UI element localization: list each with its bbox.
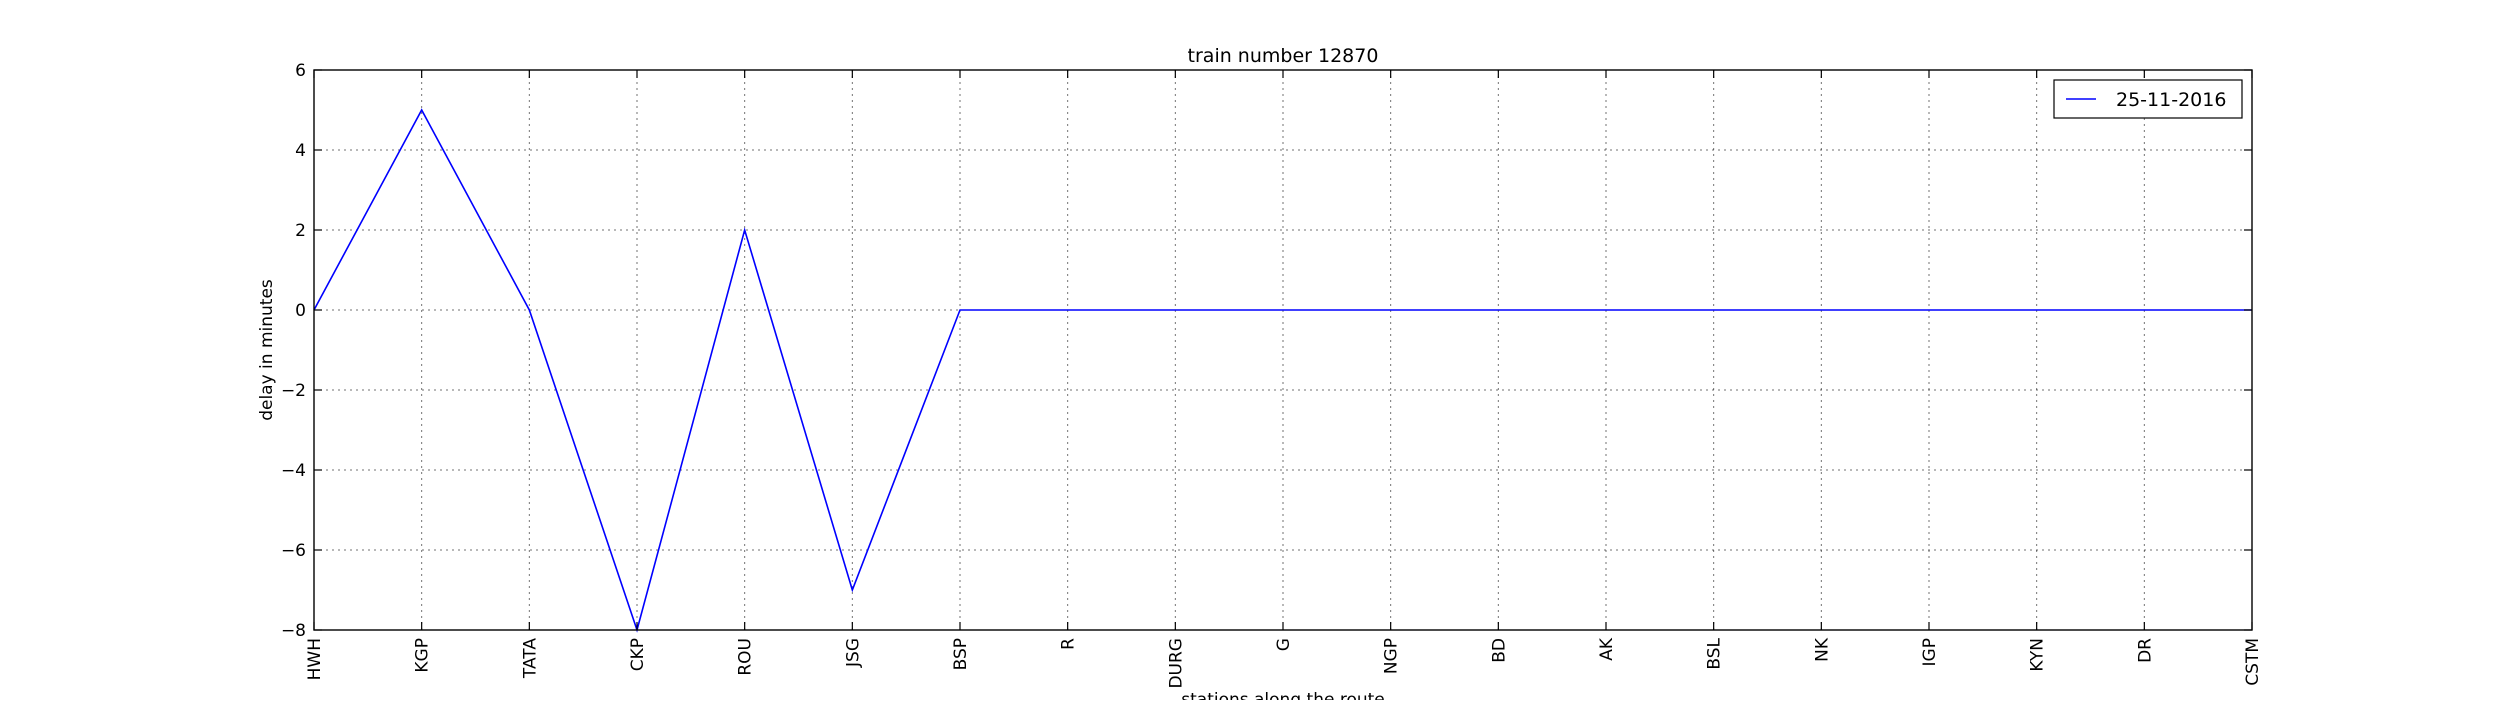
x-tick-label: IGP xyxy=(1920,638,1940,666)
legend: 25-11-2016 xyxy=(2054,80,2242,118)
x-tick-label: NK xyxy=(1812,637,1832,662)
x-tick-label: BD xyxy=(1489,638,1509,663)
x-tick-label: DR xyxy=(2135,638,2155,663)
x-tick-label: KGP xyxy=(413,638,433,673)
x-tick-label: G xyxy=(1274,638,1294,651)
x-tick-label: R xyxy=(1059,638,1079,650)
y-tick-label: −4 xyxy=(281,461,306,481)
x-axis-label: stations along the route xyxy=(1181,690,1385,700)
y-tick-label: 2 xyxy=(295,221,306,241)
tick-labels: HWH KGP TATA CKP ROU JSG BSP R DURG G NGP BD AK BSL NK… xyxy=(281,61,2263,689)
y-tick-label: 0 xyxy=(295,301,306,321)
x-tick-label: ROU xyxy=(736,638,756,676)
y-tick-label: 4 xyxy=(295,141,306,161)
y-tick-label: −8 xyxy=(281,621,306,641)
grid-lines xyxy=(314,70,2252,630)
chart-title: train number 12870 xyxy=(1188,45,1379,67)
x-tick-label: HWH xyxy=(305,638,325,680)
x-tick-label: NGP xyxy=(1382,638,1402,674)
x-tick-label: TATA xyxy=(520,638,540,679)
y-tick-label: −2 xyxy=(281,381,306,401)
x-tick-label: JSG xyxy=(843,638,863,668)
y-tick-label: 6 xyxy=(295,61,306,81)
x-tick-label: AK xyxy=(1597,637,1617,661)
x-tick-label: DURG xyxy=(1166,638,1186,689)
x-tick-label: CKP xyxy=(628,638,648,671)
x-tick-label: CSTM xyxy=(2243,638,2263,686)
y-tick-label: −6 xyxy=(281,541,306,561)
x-tick-label: BSP xyxy=(951,638,971,670)
legend-entry-label: 25-11-2016 xyxy=(2116,89,2226,111)
x-tick-label: KYN xyxy=(2028,638,2048,672)
x-tick-label: BSL xyxy=(1705,637,1725,669)
y-axis-label: delay in minutes xyxy=(257,279,277,421)
